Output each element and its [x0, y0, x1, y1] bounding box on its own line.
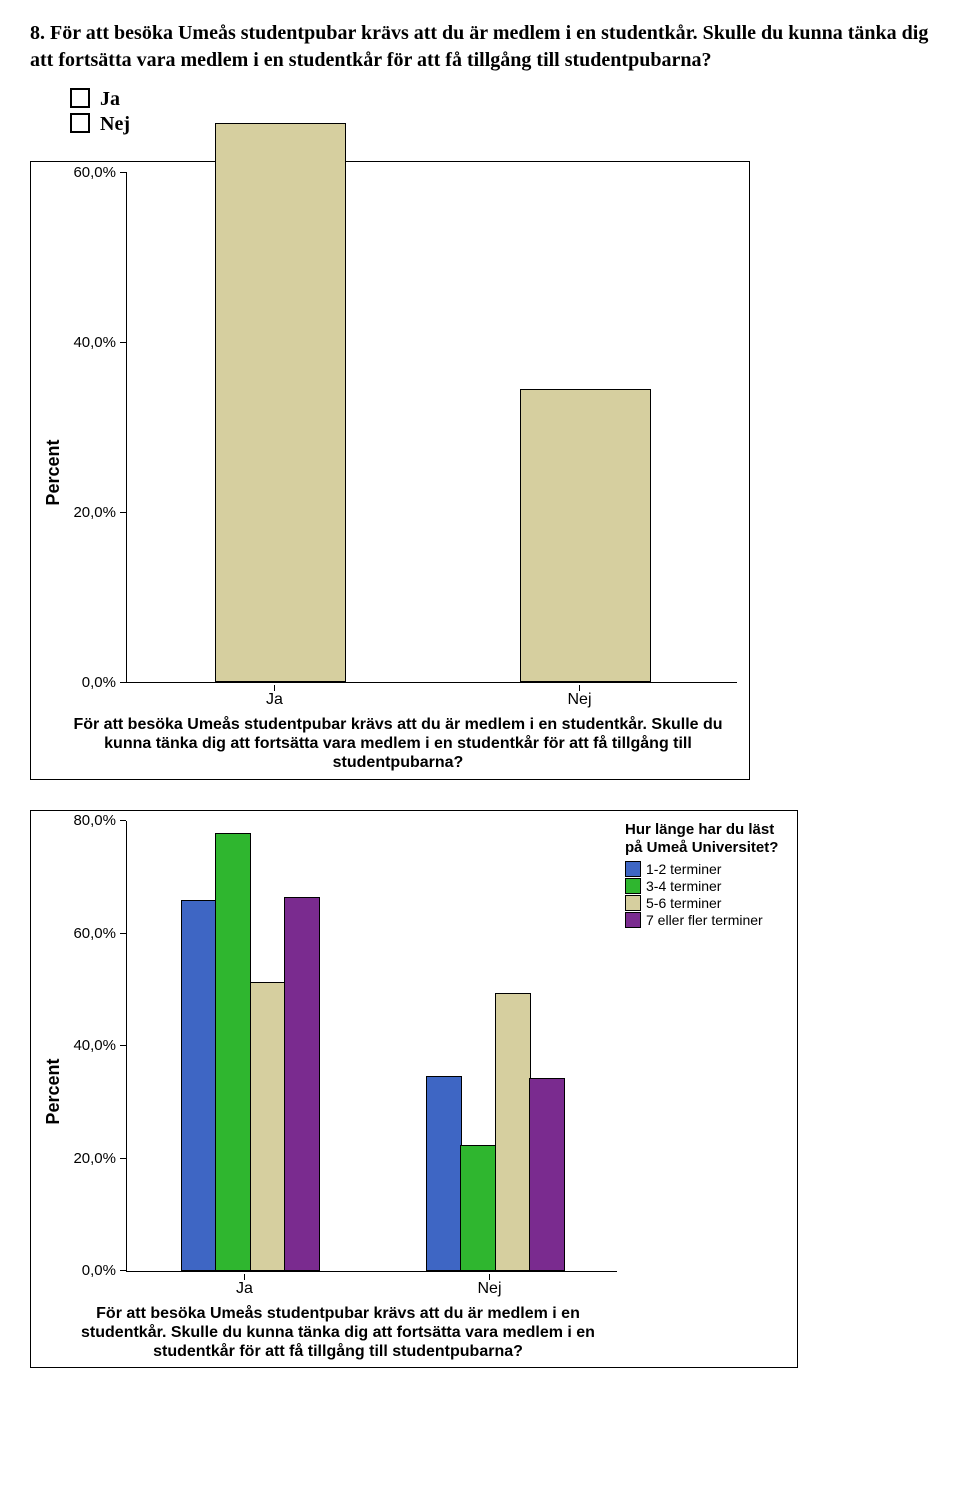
legend-title: Hur länge har du läst på Umeå Universite… [625, 821, 785, 857]
bar [250, 982, 286, 1271]
option-list: Ja Nej [70, 88, 930, 136]
x-category-label: Ja [122, 685, 427, 709]
chart-2: Percent80,0%60,0%40,0%20,0%0,0%Hur länge… [30, 810, 798, 1369]
legend-swatch [625, 912, 641, 928]
chart-legend: Hur länge har du läst på Umeå Universite… [625, 821, 785, 1272]
legend-label: 3-4 terminer [646, 878, 721, 894]
chart-ylabel: Percent [43, 172, 64, 773]
bar [495, 993, 531, 1271]
legend-item: 3-4 terminer [625, 878, 785, 894]
question-text: 8. För att besöka Umeås studentpubar krä… [30, 20, 930, 74]
legend-label: 7 eller fler terminer [646, 912, 763, 928]
x-category-label: Nej [367, 1274, 612, 1298]
legend-swatch [625, 861, 641, 877]
chart-caption: För att besöka Umeås studentpubar krävs … [64, 715, 732, 773]
option-label: Nej [100, 113, 130, 135]
chart-caption: För att besöka Umeås studentpubar krävs … [64, 1304, 612, 1362]
chart-ylabel: Percent [43, 821, 64, 1362]
legend-label: 1-2 terminer [646, 861, 721, 877]
option-ja: Ja [70, 88, 930, 111]
bar [181, 900, 217, 1270]
option-label: Ja [100, 88, 120, 110]
bar [426, 1076, 462, 1270]
option-nej: Nej [70, 113, 930, 136]
bar [215, 123, 345, 682]
x-category-label: Nej [427, 685, 732, 709]
bar [520, 389, 650, 682]
legend-swatch [625, 878, 641, 894]
bar [215, 833, 251, 1271]
bar [529, 1078, 565, 1270]
bar [284, 897, 320, 1270]
x-category-label: Ja [122, 1274, 367, 1298]
legend-label: 5-6 terminer [646, 895, 721, 911]
legend-item: 7 eller fler terminer [625, 912, 785, 928]
checkbox-icon [70, 113, 90, 133]
chart-1: Percent60,0%40,0%20,0%0,0%JaNejFör att b… [30, 161, 750, 780]
legend-item: 1-2 terminer [625, 861, 785, 877]
legend-item: 5-6 terminer [625, 895, 785, 911]
legend-swatch [625, 895, 641, 911]
bar [460, 1145, 496, 1271]
checkbox-icon [70, 88, 90, 108]
